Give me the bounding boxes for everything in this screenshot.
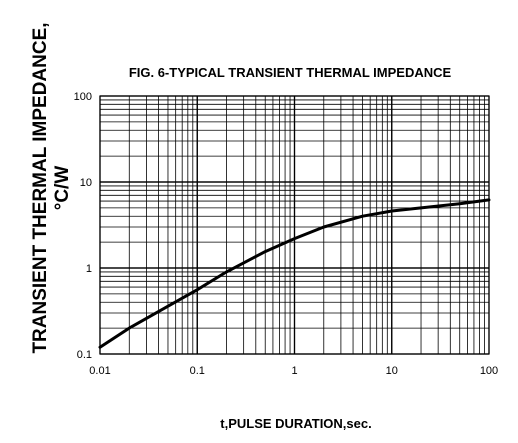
y-tick-labels: 0.1 1 10 100: [74, 91, 92, 361]
y-tick-label: 1: [86, 263, 92, 275]
series-line: [98, 198, 491, 349]
y-tick-label: 10: [80, 177, 92, 189]
series-layer: [98, 198, 491, 349]
y-axis-label-line1: TRANSIENT THERMAL IMPEDANCE,: [30, 22, 51, 353]
grid: [99, 95, 490, 355]
y-tick-label: 100: [74, 91, 92, 103]
y-axis-label-line2: °C/W: [52, 166, 73, 211]
x-tick-label: 0.01: [89, 365, 110, 377]
y-axis-title: TRANSIENT THERMAL IMPEDANCE, °C/W: [30, 22, 73, 353]
x-tick-label: 100: [480, 365, 498, 377]
x-tick-label: 10: [386, 365, 398, 377]
x-tick-label: 1: [291, 365, 297, 377]
x-tick-label: 0.1: [190, 365, 205, 377]
y-tick-label: 0.1: [77, 349, 92, 361]
x-axis-label: t,PULSE DURATION,sec.: [220, 416, 371, 431]
x-tick-labels: 0.01 0.1 1 10 100: [89, 365, 498, 377]
chart-title: FIG. 6-TYPICAL TRANSIENT THERMAL IMPEDAN…: [129, 65, 452, 80]
